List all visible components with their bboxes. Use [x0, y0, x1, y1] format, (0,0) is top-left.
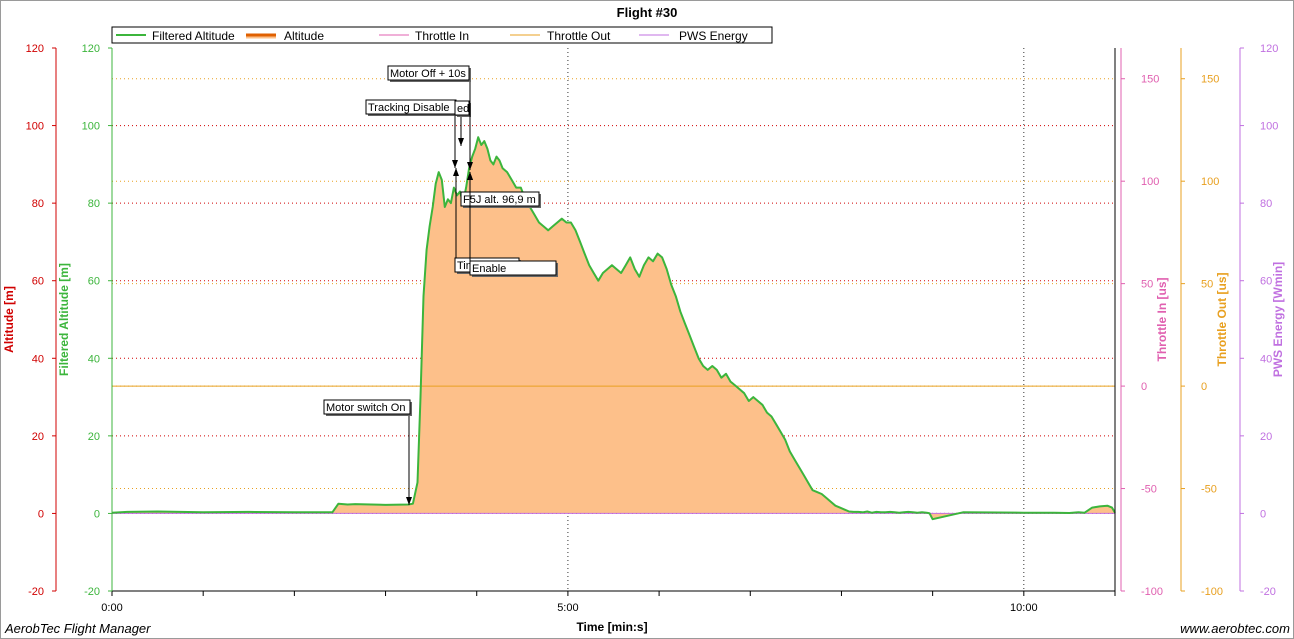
- axis-filtered_altitude-tick-label: 80: [88, 198, 100, 210]
- annotation-6: Enable: [467, 172, 558, 277]
- axis-altitude-tick-label: 100: [26, 121, 44, 133]
- legend-entry: PWS Energy: [639, 29, 748, 43]
- axis-filtered_altitude-label: Filtered Altitude [m]: [57, 263, 71, 376]
- legend-label: Throttle In: [415, 29, 469, 43]
- annotation-label: ed: [457, 103, 469, 115]
- axis-pws_energy-tick-label: 80: [1260, 198, 1272, 210]
- x-tick-label: 0:00: [101, 602, 122, 614]
- axis-altitude-tick-label: 120: [26, 43, 44, 55]
- annotation-box: [323, 399, 411, 415]
- axis-pws_energy-tick-label: 0: [1260, 508, 1266, 520]
- axis-throttle_in-tick-label: 0: [1141, 381, 1147, 393]
- axis-throttle_in-tick-label: 150: [1141, 74, 1159, 86]
- legend-box: [111, 26, 773, 44]
- series-altitude-area: [112, 137, 1115, 520]
- annotation-label: F5J alt. 96,9 m: [463, 194, 536, 206]
- legend-entry: Throttle In: [379, 29, 469, 43]
- legend-entry: Altitude: [246, 29, 324, 43]
- axis-pws_energy-tick-label: 40: [1260, 353, 1272, 365]
- series-lines: [111, 136, 1116, 521]
- series-filtered-altitude-line: [111, 136, 1116, 521]
- annotation-arrow-head: [453, 168, 459, 176]
- axis-altitude-tick-label: -20: [28, 586, 44, 598]
- axis-throttle_in-tick-label: -100: [1141, 586, 1163, 598]
- legend-entry: Throttle Out: [510, 29, 611, 43]
- annotation-label: Enable: [472, 263, 506, 275]
- axis-throttle_out-label: Throttle Out [us]: [1215, 273, 1229, 367]
- axis-throttle_out-tick-label: 0: [1201, 381, 1207, 393]
- legend-label: Altitude: [284, 29, 324, 43]
- axis-altitude-tick-label: 40: [32, 353, 44, 365]
- annotation-1: Tracking Disable: [365, 99, 458, 168]
- x-axis-label: Time [min:s]: [576, 620, 647, 634]
- legend: Filtered Altitude Altitude Throttle In Thro…: [111, 26, 773, 44]
- axis-throttle_out-tick-label: -50: [1201, 484, 1217, 496]
- axis-altitude-tick-label: 80: [32, 198, 44, 210]
- axis-throttle_in-tick-label: 50: [1141, 279, 1153, 291]
- x-tick-label: 5:00: [557, 602, 578, 614]
- annotation-label: Tracking Disable: [368, 102, 450, 114]
- legend-entry: Filtered Altitude: [116, 29, 235, 43]
- axis-altitude-tick-label: 0: [38, 508, 44, 520]
- axis-filtered_altitude-tick-label: 120: [82, 43, 100, 55]
- annotation-0: Motor switch On: [323, 399, 412, 505]
- annotation-arrow-head: [458, 138, 464, 146]
- axis-pws_energy-tick-label: -20: [1260, 586, 1276, 598]
- axis-altitude-tick-label: 20: [32, 431, 44, 443]
- axis-filtered_altitude-tick-label: 40: [88, 353, 100, 365]
- annotation-arrow-head: [452, 160, 458, 168]
- annotation-box: [387, 65, 470, 81]
- annotations: Motor switch On Tracking Disable ed Motor O…: [323, 65, 558, 505]
- axis-pws_energy-tick-label: 60: [1260, 276, 1272, 288]
- plot-border: [112, 48, 1116, 592]
- footer-app-name: AerobTec Flight Manager: [5, 621, 151, 636]
- annotation-box: [454, 100, 470, 116]
- axis-filtered_altitude-tick-label: 20: [88, 431, 100, 443]
- axis-throttle_in-label: Throttle In [us]: [1155, 278, 1169, 362]
- chart-title: Flight #30: [617, 5, 678, 20]
- legend-label: PWS Energy: [679, 29, 748, 43]
- annotation-box: [469, 260, 557, 276]
- legend-label: Filtered Altitude: [152, 29, 235, 43]
- annotation-label: Motor Off + 10s: [390, 68, 466, 80]
- axis-filtered_altitude-tick-label: 100: [82, 121, 100, 133]
- axis-throttle_out-tick-label: 50: [1201, 279, 1213, 291]
- axis-pws_energy-label: PWS Energy [Wmin]: [1271, 262, 1285, 377]
- axes: 0:00 5:00 10:00 -20 0 20 40 60 80 100 120 Altitude …: [2, 43, 1285, 614]
- axis-pws_energy-tick-label: 20: [1260, 431, 1272, 443]
- annotation-arrow-head: [467, 172, 473, 180]
- axis-altitude-label: Altitude [m]: [2, 286, 16, 353]
- axis-filtered_altitude-tick-label: 0: [94, 508, 100, 520]
- annotation-arrow-head: [467, 162, 473, 170]
- annotation-2: ed: [454, 100, 471, 146]
- axis-throttle_in-tick-label: 100: [1141, 176, 1159, 188]
- x-tick-label: 10:00: [1010, 602, 1038, 614]
- axis-throttle_out-tick-label: 150: [1201, 74, 1219, 86]
- axis-throttle_in-tick-label: -50: [1141, 484, 1157, 496]
- axis-pws_energy-tick-label: 100: [1260, 121, 1278, 133]
- axis-filtered_altitude-tick-label: -20: [84, 586, 100, 598]
- annotation-label: Motor switch On: [326, 402, 405, 414]
- axis-throttle_out-tick-label: -100: [1201, 586, 1223, 598]
- axis-pws_energy-tick-label: 120: [1260, 43, 1278, 55]
- axis-filtered_altitude-tick-label: 60: [88, 276, 100, 288]
- annotation-arrow-head: [406, 497, 412, 505]
- axis-throttle_out-tick-label: 100: [1201, 176, 1219, 188]
- altitude-area: [112, 137, 1115, 520]
- footer-website: www.aerobtec.com: [1180, 621, 1290, 636]
- annotation-3: Motor Off + 10s: [387, 65, 473, 170]
- axis-altitude-tick-label: 60: [32, 276, 44, 288]
- annotation-box: [460, 191, 540, 207]
- legend-label: Throttle Out: [547, 29, 611, 43]
